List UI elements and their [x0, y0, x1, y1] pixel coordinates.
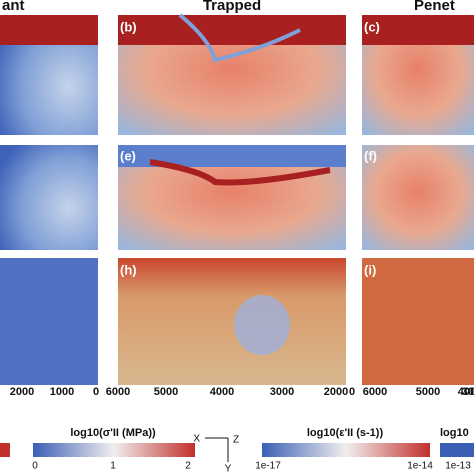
tick: 4000 — [458, 386, 474, 398]
plab: (b) — [120, 19, 137, 34]
hdr: Penet — [414, 0, 455, 14]
cbt: log10 — [440, 427, 469, 439]
tick: 30 — [462, 386, 474, 398]
cbk: X — [193, 434, 200, 445]
slab — [178, 13, 301, 63]
hdr: Trapped — [203, 0, 261, 14]
patch — [234, 295, 290, 355]
cbk: 1e-17 — [255, 461, 281, 472]
plab: (f) — [364, 148, 377, 163]
panel-h — [118, 258, 346, 385]
plate — [118, 145, 346, 167]
panel-f — [362, 145, 474, 250]
tick: 5000 — [416, 386, 440, 398]
colorbar — [440, 443, 474, 457]
cbk: 0 — [32, 461, 38, 472]
plab: (h) — [120, 262, 137, 277]
cbk: Y — [225, 464, 232, 474]
cbt: log10(ε'II (s-1)) — [307, 427, 384, 439]
plab: (c) — [364, 19, 380, 34]
colorbar — [262, 443, 430, 457]
tick: 0 — [93, 386, 99, 398]
cbk: 1e-14 — [407, 461, 433, 472]
plab: (e) — [120, 148, 136, 163]
tick: 1000 — [50, 386, 74, 398]
panel-d — [0, 145, 98, 250]
tick: 6000 — [363, 386, 387, 398]
plate — [362, 15, 474, 45]
plate — [0, 15, 98, 45]
plate — [118, 15, 346, 45]
tick: 4000 — [210, 386, 234, 398]
plab: (i) — [364, 262, 376, 277]
tick: 6000 — [106, 386, 130, 398]
cbt: log10(σ'II (MPa)) — [70, 427, 156, 439]
cbk: 1 — [110, 461, 116, 472]
panel-g — [0, 258, 98, 385]
tick: 5000 — [154, 386, 178, 398]
hdr: ant — [2, 0, 25, 14]
tick: 2000 — [10, 386, 34, 398]
colorbars — [0, 437, 474, 462]
colorbar — [33, 443, 195, 457]
cbk: 2 — [185, 461, 191, 472]
colorbar — [0, 443, 10, 457]
slab — [149, 159, 331, 186]
cbk: Z — [233, 435, 239, 446]
panel-i — [362, 258, 474, 385]
tick: 3000 — [270, 386, 294, 398]
cbk: 1e-13 — [445, 461, 471, 472]
axes-glyph — [205, 437, 229, 462]
tick: 0 — [349, 386, 355, 398]
panels — [0, 13, 474, 385]
tick: 2000 — [324, 386, 348, 398]
